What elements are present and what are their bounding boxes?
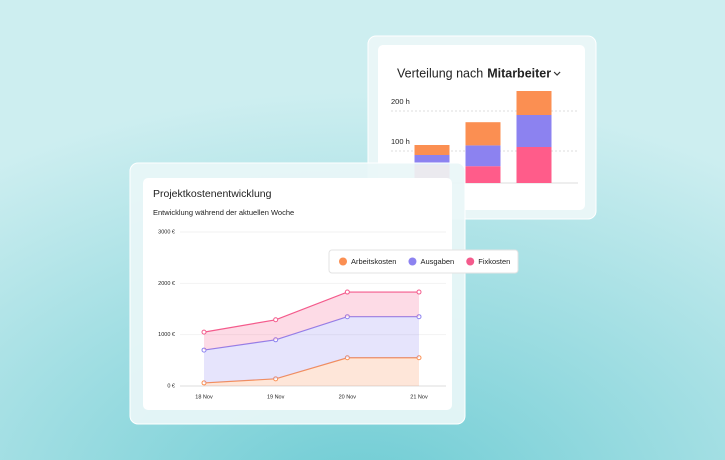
bar-segment	[465, 122, 501, 146]
area	[204, 316, 419, 383]
y-tick-label: 100 h	[391, 137, 410, 146]
legend-swatch	[339, 257, 347, 266]
legend-label: Fixkosten	[478, 257, 510, 266]
point	[273, 376, 279, 382]
legend-swatch	[466, 257, 475, 266]
x-tick-label: 21 Nov	[410, 394, 428, 400]
area	[204, 357, 419, 386]
point	[344, 314, 350, 320]
point	[344, 289, 350, 295]
bar-segment	[414, 145, 450, 155]
dropdown-chevron[interactable]	[553, 71, 561, 76]
chart-title-emphasis: Mitarbeiter	[487, 66, 551, 80]
bar-segment	[516, 91, 552, 115]
legend-swatch	[408, 257, 417, 266]
x-tick-label: 18 Nov	[195, 394, 213, 400]
y-tick-label: 3000 €	[158, 229, 175, 235]
y-tick-label: 200 h	[391, 97, 410, 106]
y-tick-label: 2000 €	[158, 281, 175, 287]
chart-title: Verteilung nach	[397, 66, 483, 80]
y-tick-label: 1000 €	[158, 332, 175, 338]
bar-segment	[465, 166, 501, 183]
bar-segment	[414, 155, 450, 165]
point	[201, 347, 207, 353]
y-tick-label: 0 €	[167, 383, 175, 389]
point	[416, 289, 422, 295]
legend-label: Arbeitskosten	[351, 257, 396, 266]
chart-subtitle: Entwicklung während der aktuellen Woche	[153, 208, 294, 217]
line	[203, 316, 419, 351]
point	[201, 380, 207, 386]
point	[416, 314, 422, 320]
point	[273, 337, 279, 343]
legend-box	[328, 249, 519, 274]
legend: Arbeitskosten Ausgaben Fixkosten	[328, 249, 519, 274]
point	[201, 329, 207, 335]
front-card: Projektkostenentwicklung Entwicklung wäh…	[129, 162, 466, 425]
line	[203, 357, 419, 384]
bar-segment	[516, 147, 552, 183]
bar-segment	[465, 145, 501, 167]
x-tick-label: 19 Nov	[267, 394, 285, 400]
point	[344, 355, 350, 361]
line	[203, 291, 419, 333]
card-panel	[143, 178, 452, 410]
point	[273, 317, 279, 323]
chart-title: Projektkostenentwicklung	[153, 188, 272, 200]
x-tick-label: 20 Nov	[339, 394, 357, 400]
area	[204, 292, 419, 351]
legend-label: Ausgaben	[420, 257, 454, 266]
point	[416, 355, 422, 361]
bar-segment	[516, 115, 552, 147]
